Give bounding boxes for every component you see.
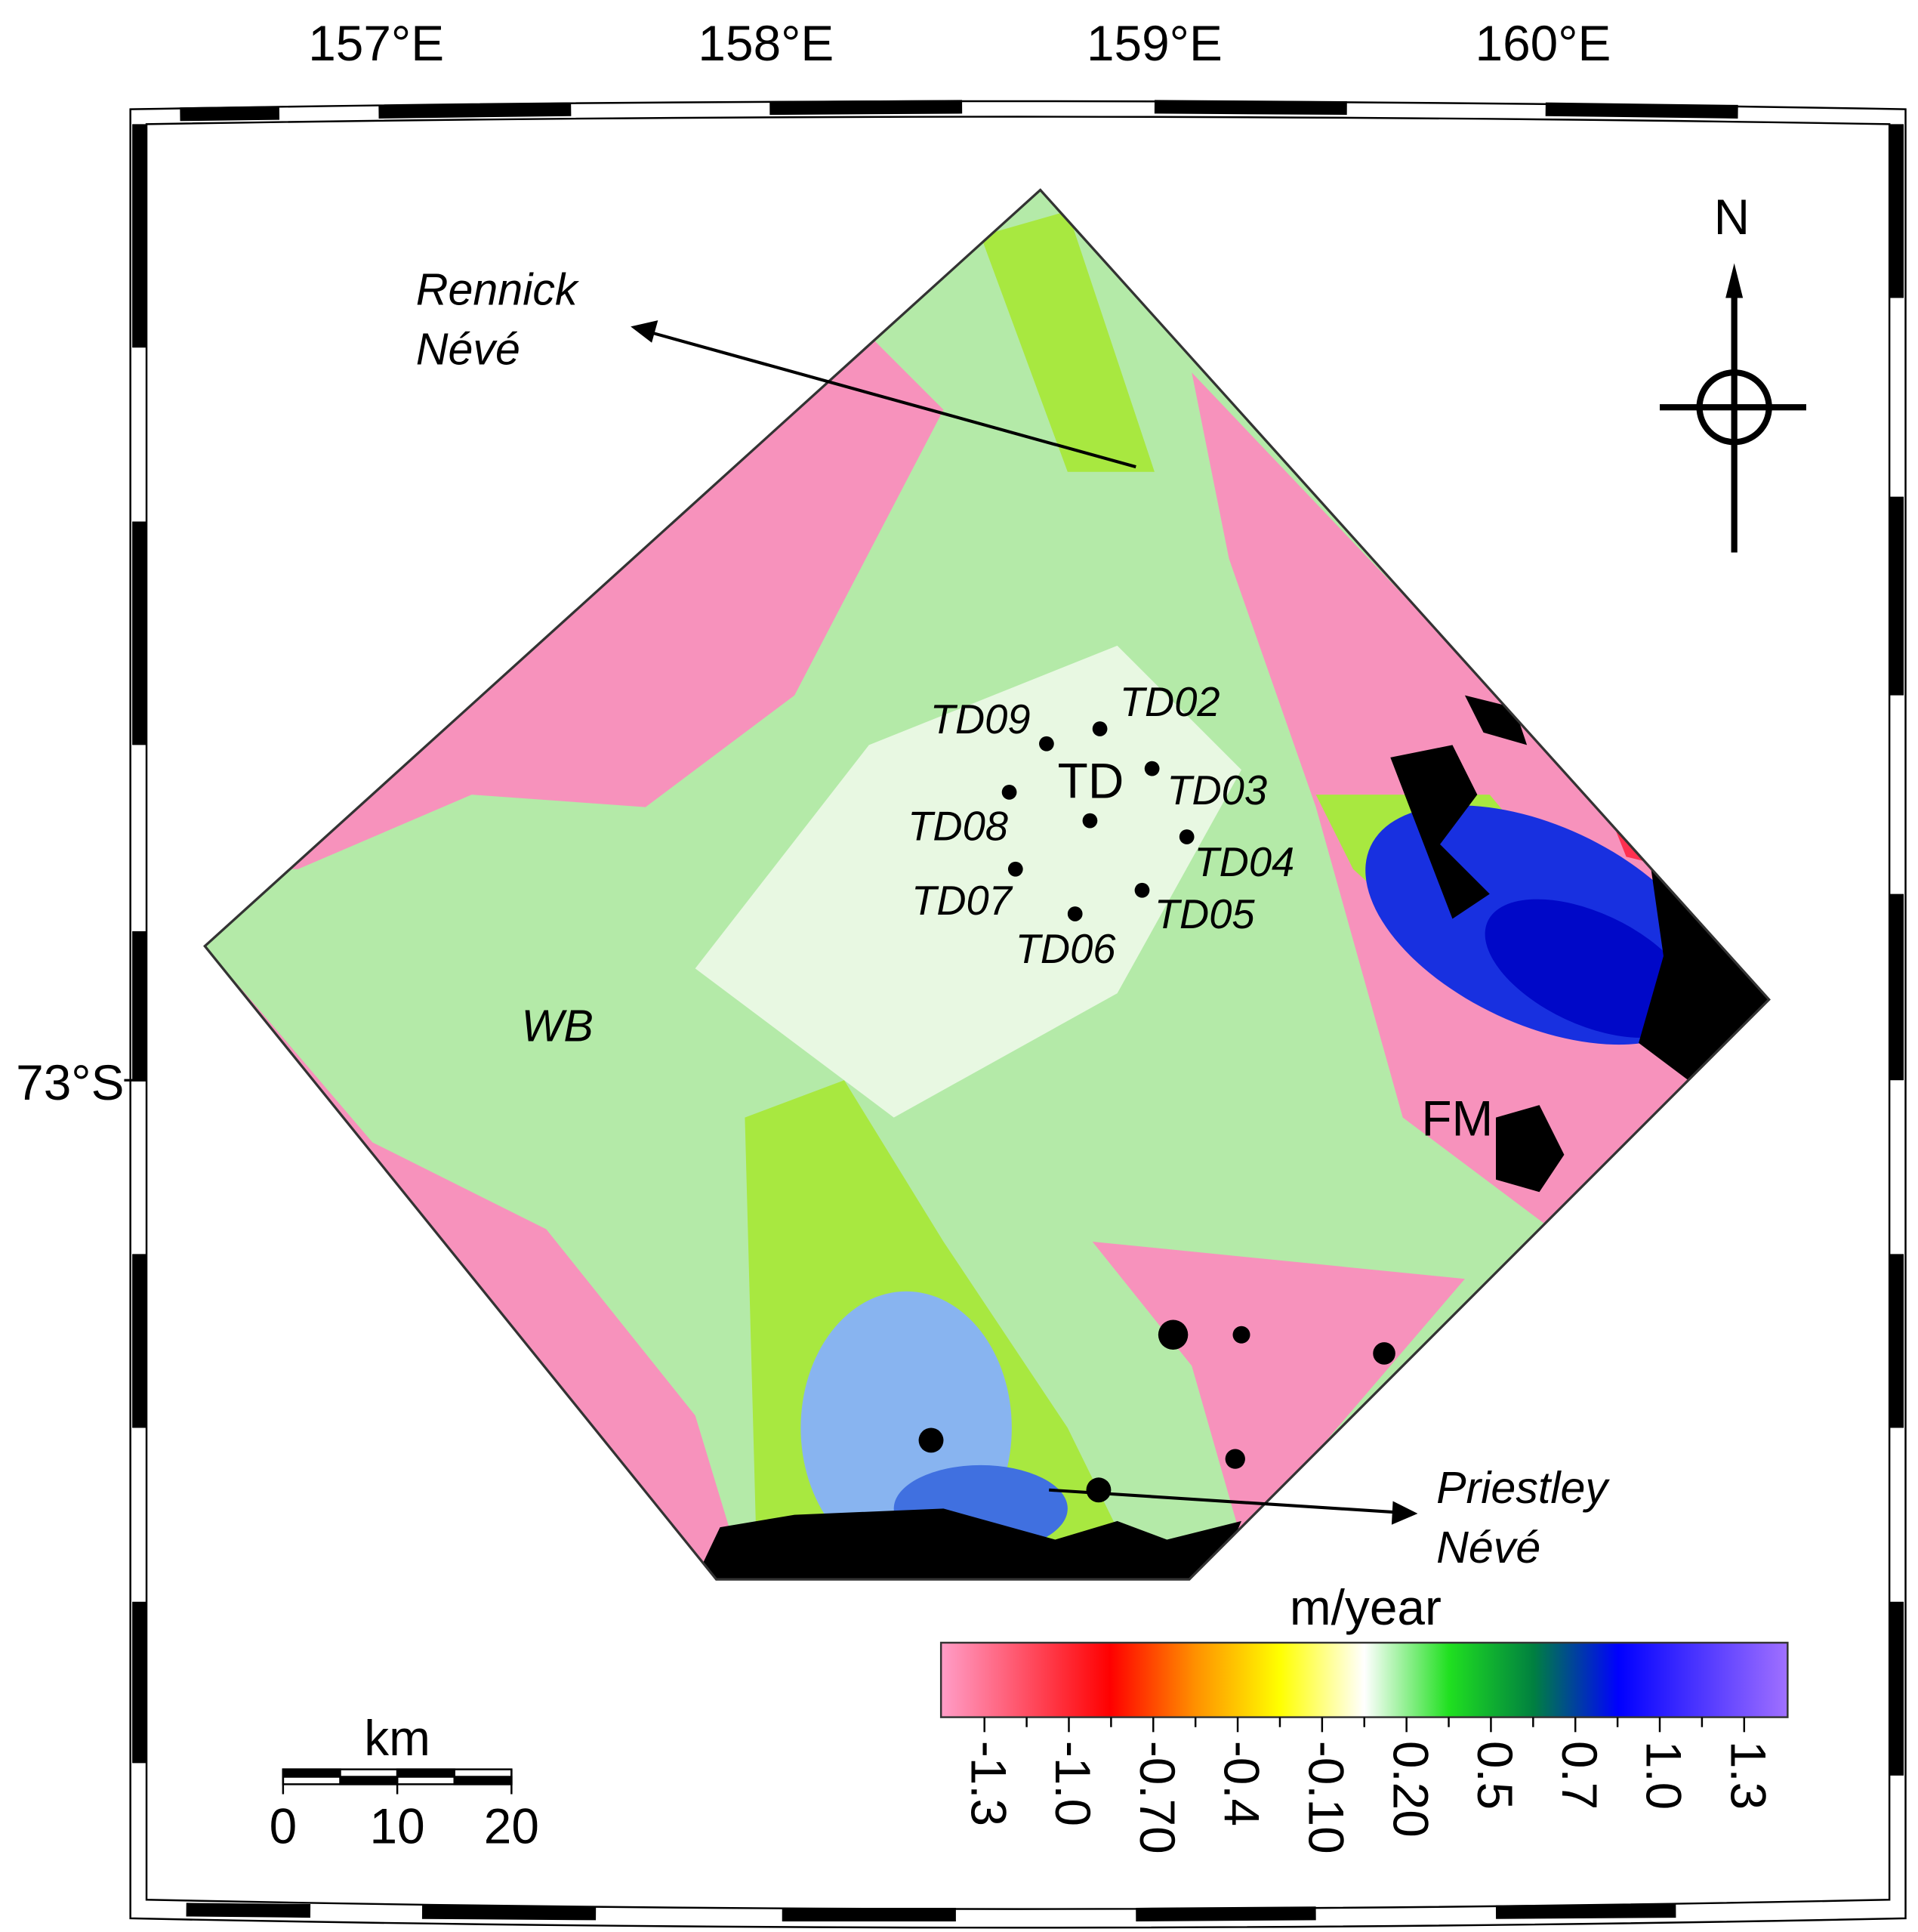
longitude-label: 158°E bbox=[698, 15, 834, 71]
station-dot bbox=[1039, 736, 1054, 752]
station-label: TD09 bbox=[930, 697, 1031, 742]
colorbar-tick-label: -0.70 bbox=[1130, 1741, 1186, 1854]
station-label: TD08 bbox=[908, 804, 1008, 849]
north-arrow bbox=[1660, 263, 1807, 553]
longitude-label: 160°E bbox=[1476, 15, 1611, 71]
place-label: Rennick bbox=[416, 264, 580, 315]
colorbar-tick-label: -0.4 bbox=[1214, 1741, 1270, 1826]
place-label: FM bbox=[1421, 1091, 1493, 1147]
station-dot bbox=[1144, 761, 1160, 776]
latitude-label: 73°S bbox=[16, 1054, 124, 1110]
colorbar bbox=[939, 1641, 1789, 1718]
place-label: Priestley bbox=[1436, 1462, 1610, 1513]
north-label: N bbox=[1714, 189, 1750, 245]
place-label: Névé bbox=[416, 324, 520, 375]
colorbar-tick-label: 0.20 bbox=[1383, 1741, 1438, 1838]
station-dot bbox=[1001, 784, 1017, 800]
station-label: TD03 bbox=[1167, 768, 1267, 813]
scale-bar bbox=[282, 1768, 513, 1795]
station-label: TD06 bbox=[1016, 927, 1116, 972]
longitude-label: 159°E bbox=[1087, 15, 1223, 71]
station-dot bbox=[1092, 721, 1108, 736]
colorbar-tick-label: 1.3 bbox=[1720, 1741, 1776, 1810]
station-label: TD07 bbox=[911, 878, 1013, 924]
station-dot bbox=[1067, 906, 1083, 921]
station-label: TD04 bbox=[1195, 840, 1295, 885]
colorbar-tick-label: 0.5 bbox=[1467, 1741, 1523, 1810]
scale-tick-label: 0 bbox=[270, 1798, 298, 1854]
colorbar-title: m/year bbox=[1290, 1579, 1442, 1635]
map-outline bbox=[203, 188, 1771, 1581]
place-label: WB bbox=[522, 1000, 594, 1051]
colorbar-tick-label: -0.10 bbox=[1298, 1741, 1354, 1854]
colorbar-tick-label: -1.3 bbox=[961, 1741, 1016, 1826]
longitude-label: 157°E bbox=[308, 15, 444, 71]
station-label: TD05 bbox=[1155, 892, 1255, 937]
colorbar-tick-label: 0.7 bbox=[1552, 1741, 1608, 1810]
colorbar-tick-label: -1.0 bbox=[1045, 1741, 1101, 1826]
place-label: TD bbox=[1058, 752, 1124, 808]
scale-unit: km bbox=[364, 1710, 430, 1766]
colorbar-tick-label: 1.0 bbox=[1636, 1741, 1692, 1810]
scale-tick-label: 10 bbox=[370, 1798, 425, 1854]
station-dot bbox=[1007, 861, 1023, 877]
station-label: TD02 bbox=[1120, 680, 1220, 725]
station-dot bbox=[1134, 882, 1150, 898]
scale-tick-label: 20 bbox=[484, 1798, 539, 1854]
station-dot bbox=[1082, 813, 1098, 829]
frame-ticks bbox=[132, 100, 1904, 1922]
arrows bbox=[631, 320, 1418, 1525]
station-dot bbox=[1179, 829, 1195, 844]
place-label: Névé bbox=[1436, 1522, 1540, 1572]
